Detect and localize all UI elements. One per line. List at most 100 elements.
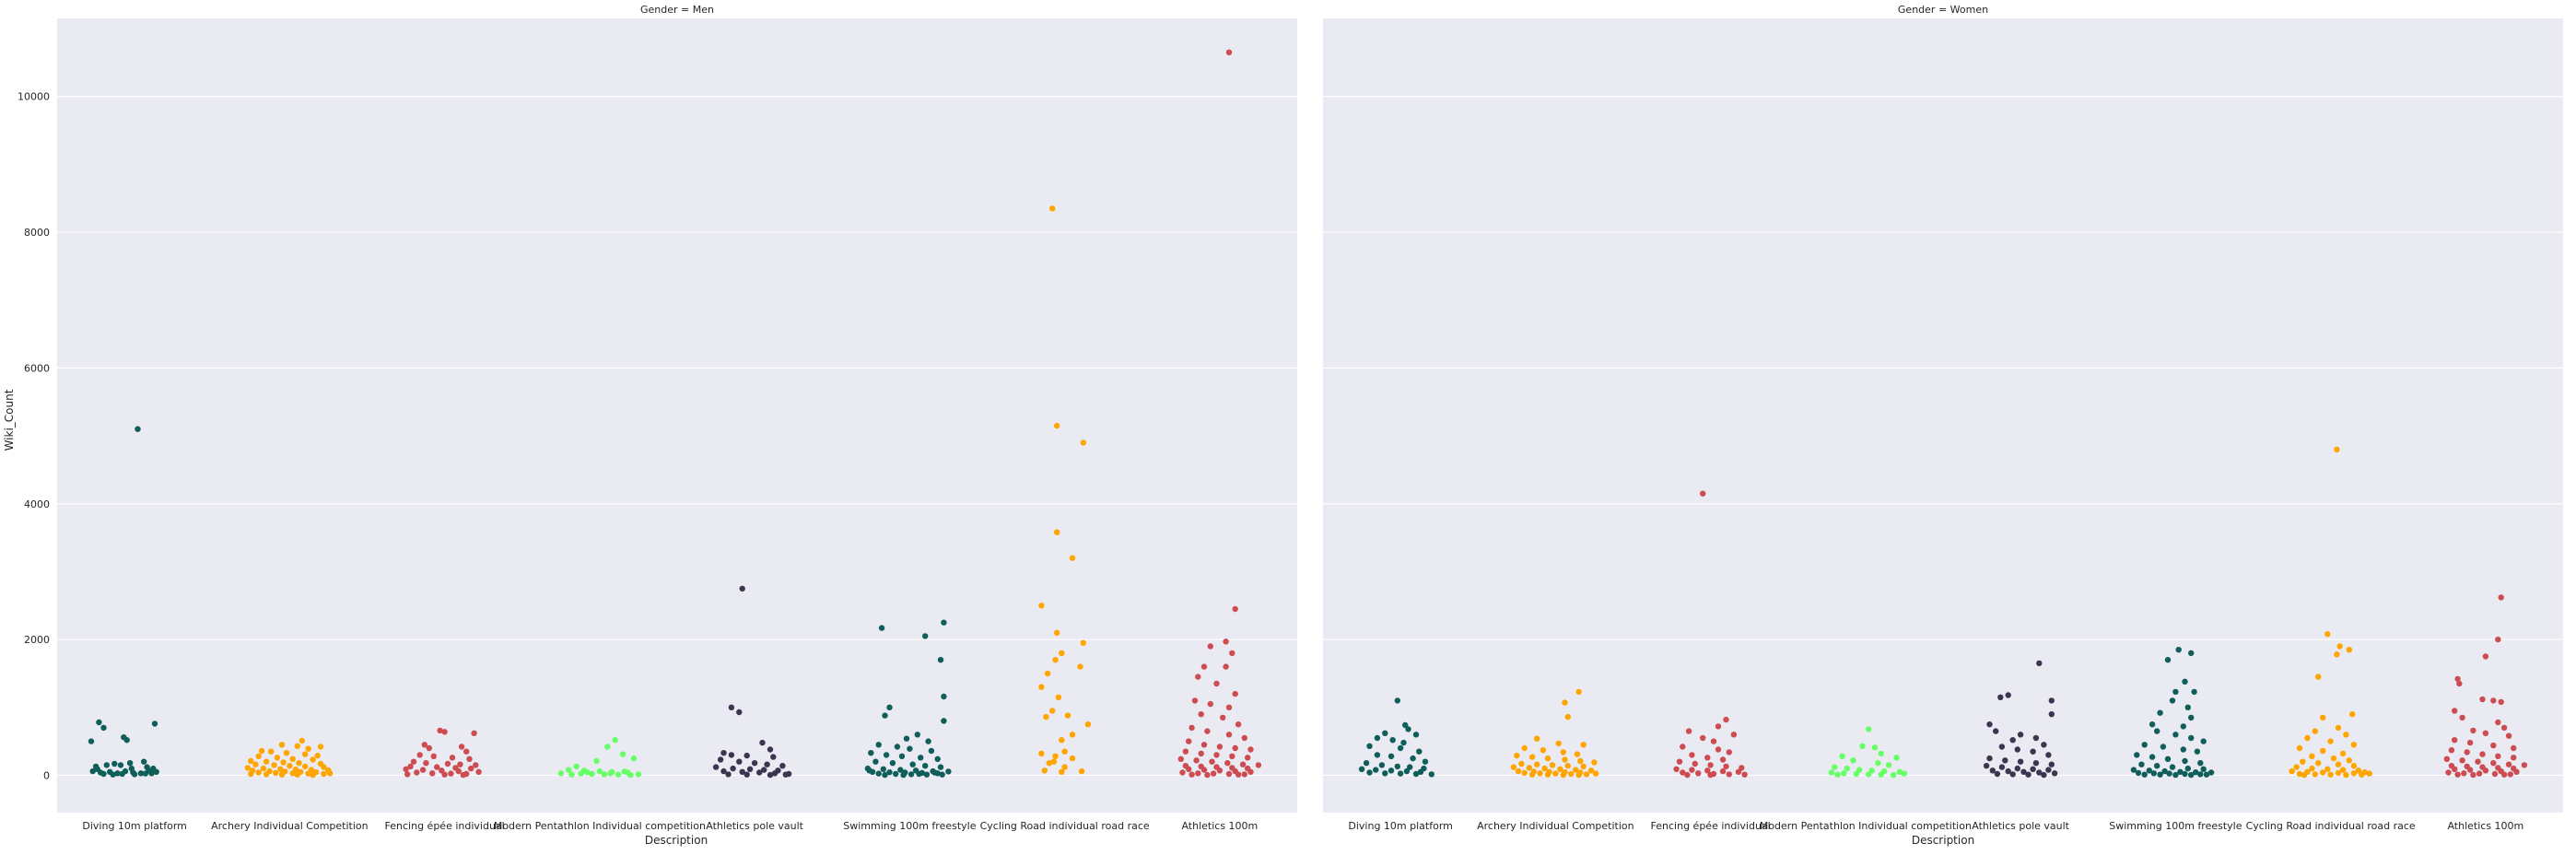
data-point (1247, 768, 1254, 775)
data-point (621, 768, 627, 775)
data-point (1510, 764, 1517, 770)
data-point (2490, 742, 2497, 749)
data-point (1878, 750, 1884, 757)
strip-0 (88, 426, 159, 778)
data-point (1715, 746, 1722, 753)
data-point (1680, 744, 1686, 750)
data-point (131, 771, 138, 778)
data-point (939, 771, 945, 778)
data-point (1204, 728, 1211, 734)
data-point (278, 771, 286, 778)
data-point (1229, 753, 1235, 759)
data-point (767, 746, 774, 753)
data-point (1069, 755, 1076, 762)
data-point (2482, 730, 2489, 736)
data-point (2312, 771, 2318, 778)
data-point (1204, 771, 1211, 779)
data-point (321, 770, 327, 778)
data-point (2014, 765, 2020, 772)
data-point (1400, 739, 1407, 746)
plot-background (1323, 18, 2563, 813)
data-point (2495, 753, 2501, 759)
data-point (1200, 767, 1208, 773)
data-point (1832, 764, 1838, 770)
data-point (280, 759, 287, 766)
data-point (302, 751, 309, 757)
data-point (1575, 688, 1582, 696)
data-point (1726, 771, 1733, 778)
data-point (937, 764, 944, 770)
data-point (2182, 757, 2188, 765)
strip-1 (244, 737, 334, 779)
strip-5 (2130, 647, 2215, 779)
data-point (1195, 770, 1201, 777)
data-point (1521, 769, 1528, 777)
data-point (135, 426, 141, 432)
data-point (268, 748, 275, 755)
data-point (1986, 721, 1993, 728)
data-point (1412, 732, 1420, 738)
data-point (404, 771, 411, 778)
data-point (1209, 758, 1215, 765)
data-point (1541, 765, 1548, 772)
data-point (111, 760, 118, 767)
data-point (883, 752, 890, 758)
data-point (2166, 770, 2172, 777)
data-point (2505, 732, 2512, 739)
data-point (296, 760, 302, 767)
data-point (596, 767, 603, 775)
data-point (1537, 770, 1543, 777)
data-point (1054, 529, 1060, 535)
data-point (1562, 699, 1568, 706)
data-point (1061, 764, 1068, 770)
data-point (2327, 738, 2334, 744)
data-point (2188, 771, 2195, 779)
data-point (1544, 755, 1551, 762)
data-point (89, 767, 96, 775)
x-axis-label-men: Description (645, 834, 708, 847)
data-point (1223, 663, 1229, 670)
data-point (578, 770, 584, 777)
data-point (1723, 716, 1729, 723)
data-point (2500, 771, 2508, 778)
data-point (2464, 749, 2470, 755)
data-point (1198, 750, 1204, 757)
data-point (1412, 770, 1420, 778)
data-point (1989, 767, 1996, 774)
data-point (2495, 636, 2501, 643)
data-point (2454, 771, 2461, 778)
data-point (117, 762, 124, 768)
data-point (1245, 755, 1251, 761)
data-point (2315, 673, 2322, 680)
data-point (1564, 763, 1572, 769)
data-point (1707, 771, 1714, 779)
data-point (1055, 694, 1062, 700)
data-point (2160, 744, 2167, 750)
data-point (463, 748, 470, 755)
data-point (100, 724, 107, 732)
data-point (455, 767, 462, 775)
data-point (1080, 639, 1087, 646)
data-point (1875, 760, 1881, 767)
data-point (1685, 728, 1692, 734)
strip-6 (1038, 205, 1092, 775)
x-tick-label: Archery Individual Competition (1477, 820, 1634, 832)
data-point (771, 770, 779, 777)
data-point (2361, 769, 2368, 776)
data-point (866, 767, 872, 774)
data-point (1388, 753, 1395, 759)
data-point (761, 767, 767, 773)
data-point (407, 763, 414, 770)
data-point (123, 737, 130, 744)
data-point (897, 767, 904, 773)
data-point (2330, 755, 2337, 762)
data-point (2134, 752, 2140, 758)
data-point (419, 767, 427, 773)
data-point (310, 771, 316, 779)
data-point (907, 771, 915, 778)
data-point (128, 765, 135, 772)
data-point (2005, 767, 2011, 775)
data-point (2164, 657, 2172, 663)
data-point (1049, 205, 1056, 212)
data-point (2355, 767, 2362, 774)
